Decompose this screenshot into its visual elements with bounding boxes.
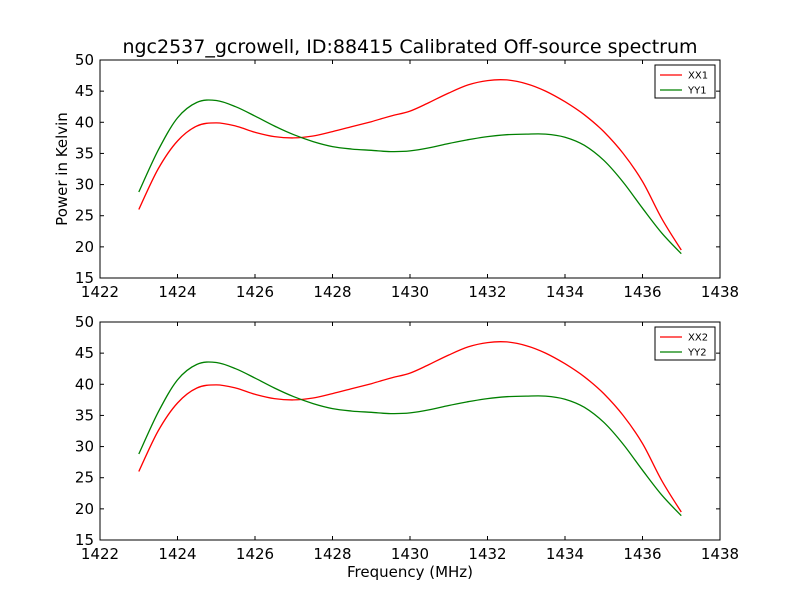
y-tick-label: 50 (75, 313, 94, 331)
series-line-yy1 (138, 99, 682, 255)
y-tick-label: 30 (75, 176, 94, 194)
y-tick-label: 40 (75, 375, 94, 393)
x-tick-label: 1438 (701, 283, 739, 301)
legend-label: YY2 (687, 348, 707, 359)
y-axis-label: Power in Kelvin (53, 112, 71, 226)
series-line-xx2 (138, 341, 682, 513)
x-tick-label: 1424 (158, 545, 196, 563)
figure-title: ngc2537_gcrowell, ID:88415 Calibrated Of… (122, 36, 697, 58)
y-tick-label: 25 (75, 207, 94, 225)
y-tick-label: 20 (75, 500, 94, 518)
x-tick-label: 1432 (468, 545, 506, 563)
x-axis-label: Frequency (MHz) (347, 563, 473, 581)
x-tick-label: 1430 (391, 545, 429, 563)
x-tick-label: 1428 (313, 545, 351, 563)
x-tick-label: 1432 (468, 283, 506, 301)
y-tick-label: 30 (75, 438, 94, 456)
y-tick-label: 35 (75, 406, 94, 424)
series-line-xx1 (138, 79, 682, 251)
x-tick-label: 1426 (236, 283, 274, 301)
plot-panel-bottom: 1422 1424 1426 1428 1430 1432 1434 1436 1438 15 20… (75, 313, 739, 563)
series-line-yy2 (138, 361, 682, 517)
y-tick-label: 25 (75, 469, 94, 487)
y-tick-label: 20 (75, 238, 94, 256)
legend-label: YY1 (687, 86, 707, 97)
axes-frame (99, 321, 721, 541)
x-tick-label: 1434 (546, 283, 584, 301)
x-tick-label: 1428 (313, 283, 351, 301)
plot-panel-top: 1422 1424 1426 1428 1430 1432 1434 1436 1438 15 20… (75, 51, 739, 301)
y-tick-label: 15 (75, 531, 94, 549)
x-tick-label: 1434 (546, 545, 584, 563)
x-tick-label: 1424 (158, 283, 196, 301)
x-tick-label: 1430 (391, 283, 429, 301)
legend-label: XX2 (688, 333, 708, 344)
x-tick-label: 1426 (236, 545, 274, 563)
y-tick-label: 35 (75, 144, 94, 162)
axes-frame (99, 59, 721, 279)
x-tick-label: 1422 (81, 283, 119, 301)
x-tick-label: 1436 (623, 545, 661, 563)
y-tick-label: 45 (75, 344, 94, 362)
legend-box (654, 64, 716, 99)
x-tick-label: 1436 (623, 283, 661, 301)
y-tick-label: 40 (75, 113, 94, 131)
x-tick-label: 1438 (701, 545, 739, 563)
y-tick-label: 15 (75, 269, 94, 287)
y-tick-label: 50 (75, 51, 94, 69)
x-tick-label: 1422 (81, 545, 119, 563)
legend-box (654, 326, 716, 361)
y-tick-label: 45 (75, 82, 94, 100)
legend-label: XX1 (688, 71, 708, 82)
